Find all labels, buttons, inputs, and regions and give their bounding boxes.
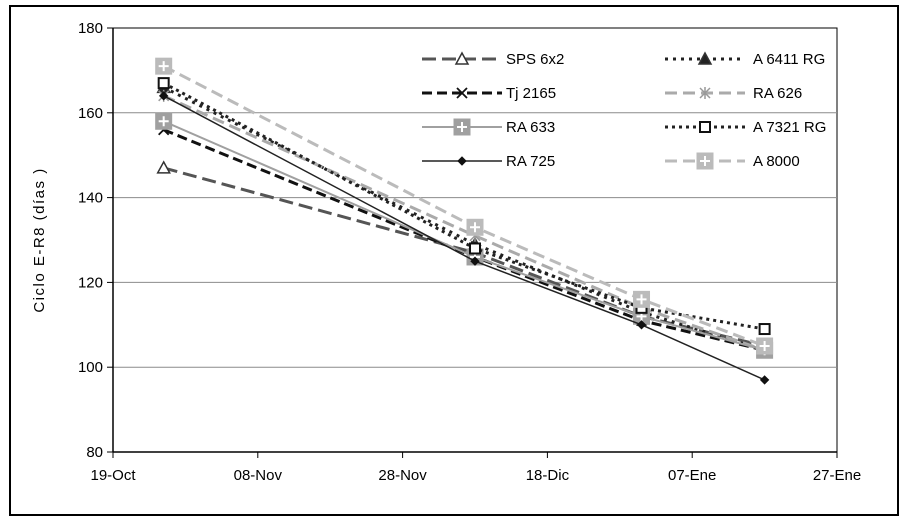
legend-swatch-marker (696, 152, 714, 170)
legend-swatch-marker (453, 118, 471, 136)
legend-label: Tj 2165 (506, 85, 556, 102)
series-line-ra-633 (163, 120, 765, 352)
marker-cross (700, 156, 710, 166)
legend-label: RA 633 (506, 119, 555, 136)
y-tick-label: 120 (78, 274, 103, 291)
marker-shape (456, 87, 468, 99)
legend-entry-a-8000: A 8000 (665, 152, 800, 170)
series-line-a-8000 (162, 64, 766, 348)
x-tick-label: 27-Ene (813, 467, 861, 484)
data-point-a-8000 (466, 218, 484, 236)
marker-cross (470, 222, 480, 233)
marker-shape (699, 87, 711, 99)
legend-entry-sps-6x2: SPS 6x2 (422, 51, 564, 68)
marker-shape (469, 242, 481, 255)
marker-shape (699, 121, 711, 133)
data-point-sps-6x2 (156, 160, 171, 174)
marker-shape (156, 160, 171, 174)
marker-shape (157, 77, 170, 90)
data-point-a-7321-rg (157, 77, 170, 90)
legend-entry-a-6411-rg: A 6411 RG (665, 51, 825, 68)
marker-shape (758, 323, 771, 336)
series-layer (155, 57, 774, 385)
data-point-ra-725 (759, 375, 770, 385)
marker-cross (636, 294, 647, 305)
series-line-ra-725 (163, 95, 765, 381)
series-line-a-7321-rg (162, 81, 765, 331)
x-tick-label: 18-Dic (526, 467, 570, 484)
grid-layer (113, 112, 837, 368)
marker-cross (457, 122, 467, 132)
legend-entry-ra-633: RA 633 (422, 118, 555, 136)
data-point-ra-725 (470, 256, 480, 266)
data-point-ra-633 (155, 112, 173, 130)
y-tick-label: 160 (78, 105, 103, 122)
axes-layer: 80 100 120 140 160 180 19-Oct 08-Nov 28-Nov 18-Di… (78, 20, 861, 484)
marker-cross (158, 61, 169, 72)
data-point-a-8000 (633, 290, 651, 308)
marker-shape (454, 51, 470, 65)
data-point-a-8000 (155, 57, 173, 75)
legend-label: A 8000 (753, 153, 800, 170)
marker-cross (158, 116, 169, 127)
legend-label: A 6411 RG (753, 51, 825, 68)
legend-swatch-marker (699, 87, 711, 99)
marker-shape (759, 375, 770, 385)
series-line-a-6411-rg (163, 86, 766, 352)
marker-shape (697, 51, 713, 65)
marker-shape (636, 320, 647, 330)
legend-swatch-marker (454, 51, 470, 65)
legend-entry-ra-725: RA 725 (422, 153, 555, 170)
y-tick-label: 80 (86, 444, 103, 461)
legend-entry-tj-2165: Tj 2165 (422, 85, 556, 102)
series-line-tj-2165 (163, 128, 765, 352)
legend-label: RA 626 (753, 85, 802, 102)
data-point-a-7321-rg (758, 323, 771, 336)
marker-shape (457, 156, 467, 166)
y-tick-label: 140 (78, 190, 103, 207)
legend: SPS 6x2 A 6411 RG Tj 2165 RA 626 RA 633 A 732… (422, 51, 826, 170)
data-point-a-8000 (756, 337, 774, 355)
marker-cross (759, 341, 770, 351)
legend-swatch-marker (699, 121, 711, 133)
x-tick-label: 28-Nov (378, 467, 427, 484)
y-axis-title: Ciclo E-R8 (días ) (31, 167, 48, 312)
y-tick-label: 180 (78, 20, 103, 37)
data-point-a-7321-rg (469, 242, 481, 255)
legend-label: RA 725 (506, 153, 555, 170)
legend-swatch-marker (457, 156, 467, 166)
data-point-ra-725 (636, 320, 647, 330)
legend-entry-a-7321-rg: A 7321 RG (665, 119, 826, 136)
x-tick-label: 19-Oct (90, 467, 136, 484)
x-tick-label: 07-Ene (668, 467, 716, 484)
x-tick-label: 08-Nov (234, 467, 283, 484)
legend-swatch-marker (456, 87, 468, 99)
legend-swatch-marker (697, 51, 713, 65)
data-point-ra-725 (158, 91, 169, 101)
legend-label: SPS 6x2 (506, 51, 564, 68)
y-tick-label: 100 (78, 359, 103, 376)
legend-label: A 7321 RG (753, 119, 826, 136)
marker-shape (470, 256, 480, 266)
marker-shape (158, 91, 169, 101)
legend-entry-ra-626: RA 626 (665, 85, 802, 102)
